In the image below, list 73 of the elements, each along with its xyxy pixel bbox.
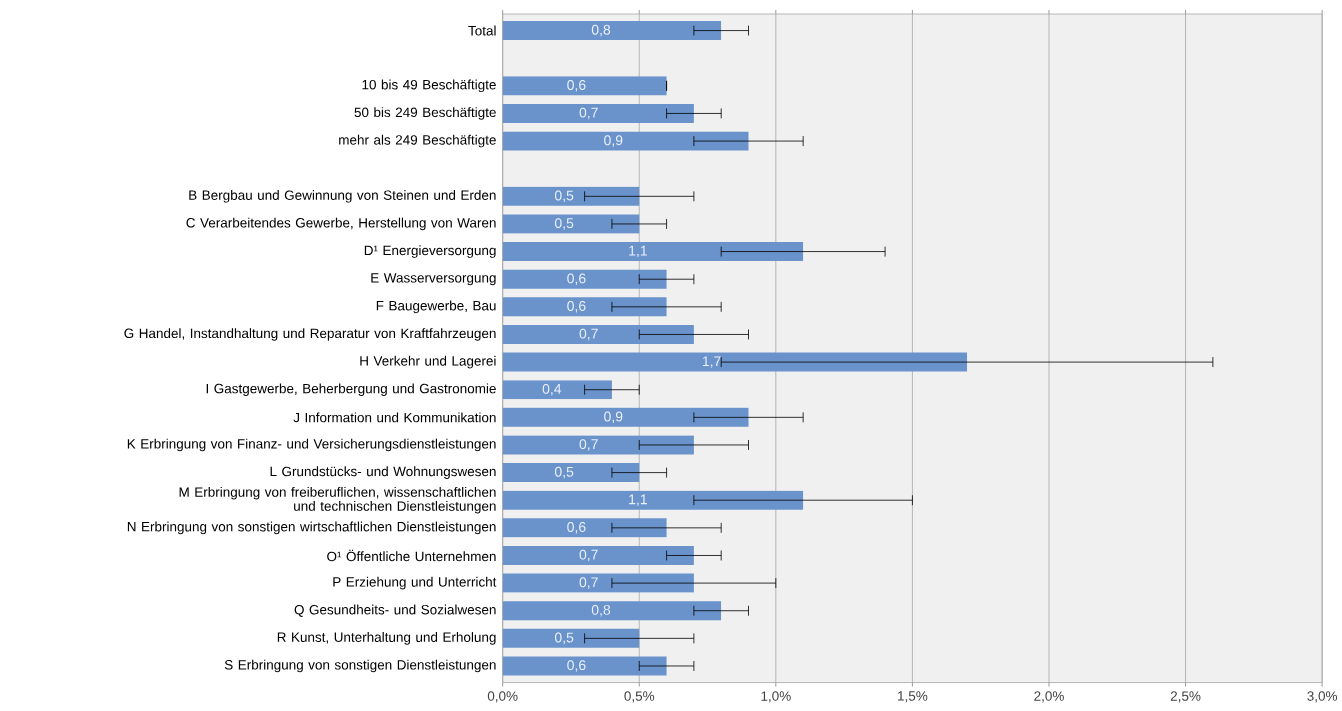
y-tick-label: Q Gesundheits- und Sozialwesen bbox=[294, 604, 496, 618]
bar bbox=[502, 546, 694, 566]
data-label: 0,5 bbox=[554, 190, 574, 203]
bar bbox=[502, 325, 694, 345]
x-tick-label: 1,0% bbox=[761, 691, 791, 703]
x-tick-label: 3,0% bbox=[1307, 691, 1338, 703]
data-label: 1,7 bbox=[702, 356, 721, 369]
y-tick-label: J Information und Kommunikation bbox=[293, 412, 496, 423]
bar bbox=[502, 104, 694, 124]
y-tick-label: I Gastgewerbe, Beherbergung und Gastronomie bbox=[206, 383, 496, 397]
y-tick-label: mehr als 249 Beschäftigte bbox=[339, 135, 496, 148]
bar bbox=[502, 656, 667, 676]
y-tick-label: H Verkehr und Lagerei bbox=[360, 356, 496, 369]
bar bbox=[502, 408, 749, 428]
data-label: 0,6 bbox=[567, 301, 586, 313]
bar bbox=[502, 269, 667, 289]
y-tick-label: E Wasserversorgung bbox=[371, 273, 496, 286]
bar bbox=[502, 21, 722, 41]
bar bbox=[502, 573, 694, 593]
data-label: 0,7 bbox=[579, 577, 598, 590]
y-tick-label: L Grundstücks- und Wohnungswesen bbox=[270, 466, 496, 480]
data-label: 0,6 bbox=[567, 660, 586, 672]
data-label: 0,8 bbox=[591, 25, 611, 37]
y-tick-label: C Verarbeitendes Gewerbe, Herstellung von Waren bbox=[186, 217, 496, 231]
y-tick-label: M Erbringung von freiberuflichen, wissenschaftlichen und technischen Dienstleistungen bbox=[179, 487, 496, 514]
y-tick-label: D¹ Energieversorgung bbox=[364, 245, 496, 259]
bar bbox=[502, 242, 804, 262]
y-tick-label: B Bergbau und Gewinnung von Steinen und Erden bbox=[189, 190, 496, 203]
bar bbox=[502, 131, 749, 151]
data-label: 1,1 bbox=[629, 246, 647, 258]
x-tick-label: 2,0% bbox=[1034, 691, 1064, 703]
data-label: 0,4 bbox=[542, 384, 562, 396]
data-label: 0,6 bbox=[567, 80, 586, 92]
bar bbox=[502, 463, 640, 483]
bar bbox=[502, 629, 640, 649]
y-tick-label: F Baugewerbe, Bau bbox=[376, 300, 496, 314]
x-tick-label: 2,5% bbox=[1170, 691, 1201, 703]
y-tick-label: G Handel, Instandhaltung und Reparatur von Kraftfahrzeugen bbox=[124, 328, 496, 341]
data-label: 0,7 bbox=[579, 549, 598, 562]
data-label: 0,7 bbox=[579, 107, 598, 120]
bar bbox=[502, 380, 612, 400]
x-tick-label: 0,0% bbox=[487, 691, 518, 703]
y-tick-label: R Kunst, Unterhaltung und Erholung bbox=[277, 632, 496, 645]
bar bbox=[502, 518, 667, 538]
data-label: 0,5 bbox=[554, 467, 574, 479]
bar bbox=[502, 214, 640, 234]
y-tick-label: K Erbringung von Finanz- und Versicherungsdienstleistungen bbox=[127, 438, 496, 452]
bar bbox=[502, 352, 968, 372]
y-tick-label: N Erbringung von sonstigen wirtschaftlichen Dienstleistungen bbox=[127, 521, 496, 535]
y-tick-label: 10 bis 49 Beschäftigte bbox=[362, 79, 496, 93]
data-label: 0,9 bbox=[604, 411, 623, 424]
data-label: 0,5 bbox=[554, 218, 574, 230]
data-label: 0,8 bbox=[591, 605, 611, 617]
y-tick-label: Total bbox=[468, 25, 496, 36]
bar bbox=[502, 601, 722, 621]
x-tick-label: 0,5% bbox=[624, 691, 655, 703]
data-label: 1,1 bbox=[629, 494, 647, 507]
bar bbox=[502, 490, 804, 510]
data-label: 0,7 bbox=[579, 439, 598, 451]
y-tick-label: P Erziehung und Unterricht bbox=[333, 577, 497, 590]
x-tick-label: 1,5% bbox=[898, 691, 928, 703]
bar bbox=[502, 76, 667, 96]
bar bbox=[502, 187, 640, 207]
y-tick-label: 50 bis 249 Beschäftigte bbox=[354, 107, 496, 120]
y-tick-label: S Erbringung von sonstigen Dienstleistungen bbox=[224, 659, 496, 673]
bar bbox=[502, 435, 694, 455]
data-label: 0,6 bbox=[567, 273, 586, 286]
data-label: 0,6 bbox=[567, 522, 586, 534]
data-label: 0,5 bbox=[554, 632, 574, 645]
data-label: 0,9 bbox=[604, 135, 623, 148]
bar bbox=[502, 297, 667, 317]
y-tick-label: O¹ Öffentliche Unternehmen bbox=[327, 549, 496, 562]
data-label: 0,7 bbox=[579, 328, 598, 341]
